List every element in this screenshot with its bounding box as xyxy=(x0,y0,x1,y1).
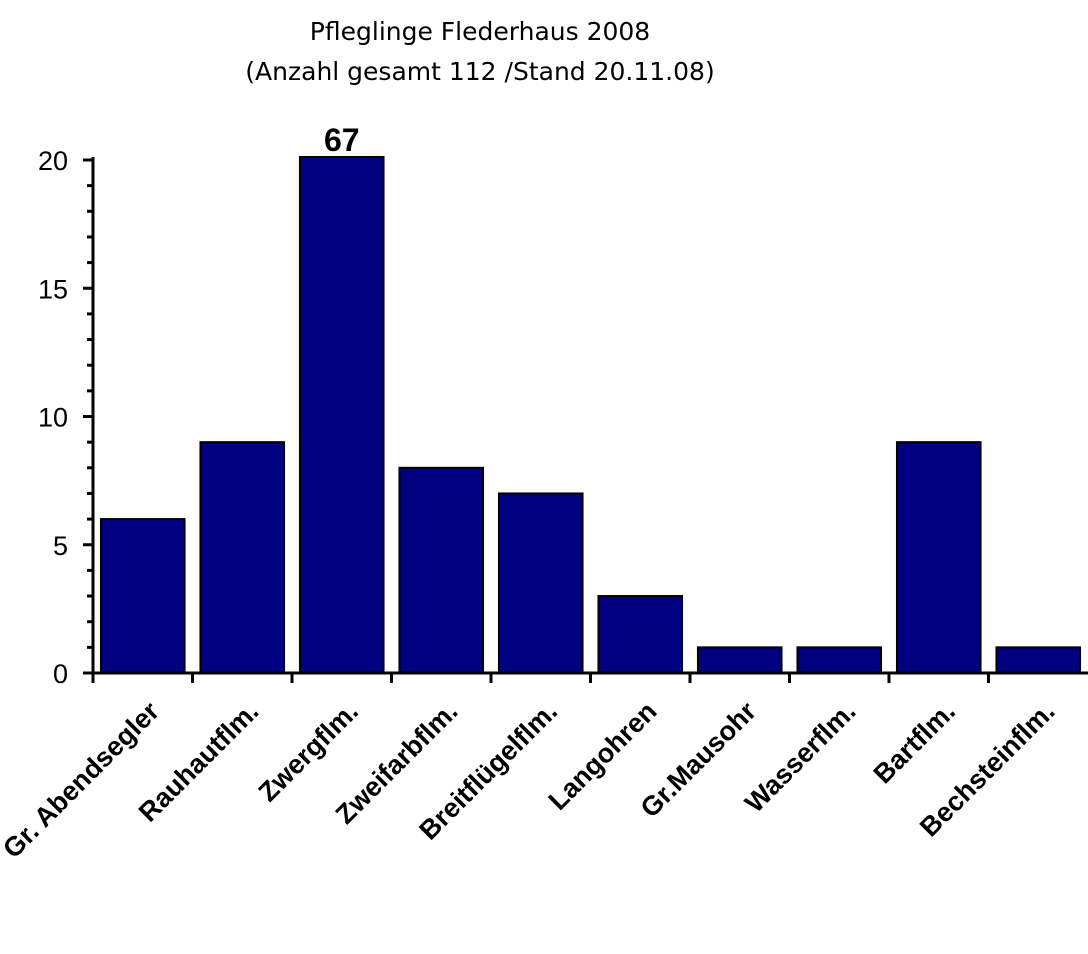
y-tick-label-0: 0 xyxy=(53,659,68,689)
data-label-clipped: 67 xyxy=(324,122,360,158)
y-tick-label-1: 5 xyxy=(53,531,68,561)
chart-title: Pfleglinge Flederhaus 2008 xyxy=(310,17,650,46)
bar-6 xyxy=(696,646,783,674)
chart-subtitle: (Anzahl gesamt 112 /Stand 20.11.08) xyxy=(245,57,714,86)
bars-group xyxy=(99,156,1082,675)
bar-4 xyxy=(497,492,584,675)
y-axis-ticks: 0 5 10 15 20 xyxy=(38,146,93,689)
bar-1 xyxy=(199,441,286,674)
bar-0 xyxy=(99,518,186,674)
bar-2 xyxy=(298,156,385,674)
y-tick-label-2: 10 xyxy=(38,403,68,433)
bar-8 xyxy=(895,441,982,674)
y-tick-label-3: 15 xyxy=(38,274,68,304)
category-labels: Gr. AbendseglerRauhautflm.Zwergflm.Zweif… xyxy=(0,696,1060,864)
bar-3 xyxy=(398,466,485,674)
bar-7 xyxy=(796,646,883,674)
category-label-8: Bartflm. xyxy=(868,696,961,789)
bar-9 xyxy=(995,646,1082,674)
bar-5 xyxy=(597,595,684,674)
x-axis-ticks xyxy=(191,673,990,683)
y-tick-label-4: 20 xyxy=(38,146,68,176)
category-label-0: Gr. Abendsegler xyxy=(0,696,165,864)
